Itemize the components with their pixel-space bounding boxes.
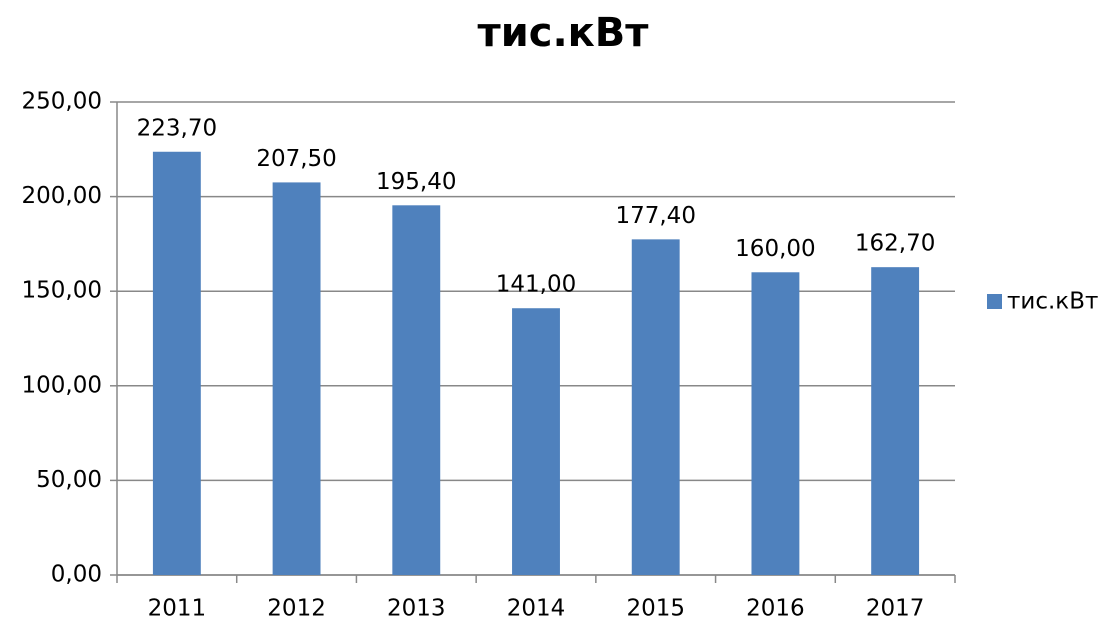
bar xyxy=(392,205,441,575)
x-tick-label: 2013 xyxy=(387,596,446,620)
x-tick-label: 2015 xyxy=(626,596,685,620)
data-label: 162,70 xyxy=(855,231,935,257)
data-label: 141,00 xyxy=(496,272,576,298)
y-tick-label: 50,00 xyxy=(36,467,102,493)
x-tick-label: 2011 xyxy=(148,596,207,620)
bar xyxy=(871,267,920,575)
data-label: 160,00 xyxy=(735,236,815,262)
legend-label: тис.кВт xyxy=(1007,289,1098,315)
y-tick-label: 200,00 xyxy=(22,183,102,209)
y-tick-label: 250,00 xyxy=(22,89,102,115)
y-tick-label: 100,00 xyxy=(22,372,102,398)
data-label: 207,50 xyxy=(256,146,336,172)
bar xyxy=(512,308,560,575)
data-label: 195,40 xyxy=(376,169,456,195)
data-label: 177,40 xyxy=(615,203,695,229)
chart-title: тис.кВт xyxy=(478,10,650,56)
bar xyxy=(751,272,800,575)
y-tick-label: 0,00 xyxy=(51,562,102,588)
bar xyxy=(631,239,680,576)
x-tick-label: 2014 xyxy=(507,596,566,620)
x-tick-label: 2016 xyxy=(746,596,805,620)
x-tick-label: 2012 xyxy=(267,596,326,620)
y-tick-label: 150,00 xyxy=(22,278,102,304)
data-label: 223,70 xyxy=(137,115,217,141)
legend-swatch xyxy=(987,294,1002,309)
bar xyxy=(152,151,201,576)
bar xyxy=(272,182,321,575)
x-tick-label: 2017 xyxy=(866,596,925,620)
